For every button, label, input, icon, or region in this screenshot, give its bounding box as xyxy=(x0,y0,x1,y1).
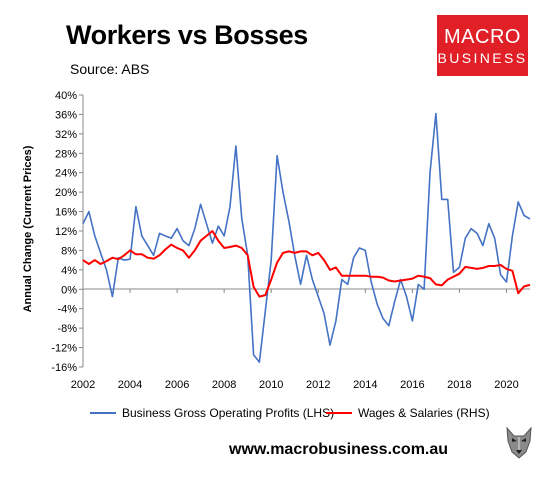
logo-line-2: BUSINESS xyxy=(437,50,528,66)
y-axis-ticks: -16% -12% -8% -4% 0% 4% 8% 12% 16% 20% 24% 28% 32% 36… xyxy=(51,90,83,374)
macrobusiness-logo: MACRO BUSINESS xyxy=(437,15,528,76)
y-tick-label: 36% xyxy=(55,109,77,121)
legend-swatch-profits xyxy=(90,412,116,414)
y-tick-label: 24% xyxy=(55,168,77,180)
logo-line-1: MACRO xyxy=(444,26,521,48)
chart-axes xyxy=(82,95,530,367)
wolf-head-icon xyxy=(506,426,532,459)
website-url: www.macrobusiness.com.au xyxy=(229,441,449,458)
y-tick-label: -8% xyxy=(57,323,77,335)
y-tick-label: 8% xyxy=(61,245,77,257)
legend-item-wages: Wages & Salaries (RHS) xyxy=(326,406,490,420)
x-tick-label: 2006 xyxy=(165,379,189,391)
series-line-profits xyxy=(82,112,531,363)
y-tick-label: 16% xyxy=(55,207,77,219)
line-chart: -16% -12% -8% -4% 0% 4% 8% 12% 16% 20% 24% 28% 32% 36… xyxy=(22,90,531,391)
x-tick-label: 2002 xyxy=(71,379,95,391)
y-tick-label: 12% xyxy=(55,226,77,238)
legend-label-wages: Wages & Salaries (RHS) xyxy=(358,406,490,420)
y-tick-label: 28% xyxy=(55,148,77,160)
legend-item-profits: Business Gross Operating Profits (LHS) xyxy=(90,406,334,420)
y-tick-label: 0% xyxy=(61,284,77,296)
x-axis-ticks: 2002 2004 2006 2008 2010 2012 2014 2016 2018 2020 xyxy=(71,289,519,391)
y-tick-label: 20% xyxy=(55,187,77,199)
x-tick-label: 2010 xyxy=(259,379,283,391)
chart-source: Source: ABS xyxy=(70,61,150,77)
y-tick-label: 32% xyxy=(55,129,77,141)
x-tick-label: 2018 xyxy=(447,379,471,391)
legend-label-profits: Business Gross Operating Profits (LHS) xyxy=(122,406,335,420)
x-tick-label: 2008 xyxy=(212,379,236,391)
y-tick-label: -4% xyxy=(57,304,77,316)
x-tick-label: 2016 xyxy=(400,379,424,391)
y-tick-label: -16% xyxy=(51,362,77,374)
y-tick-label: 4% xyxy=(61,265,77,277)
legend-swatch-wages xyxy=(326,412,352,414)
y-tick-label: 40% xyxy=(55,90,77,102)
x-tick-label: 2012 xyxy=(306,379,330,391)
x-tick-label: 2014 xyxy=(353,379,377,391)
y-axis-label: Annual Change (Current Prices) xyxy=(22,145,34,312)
chart-series xyxy=(82,112,531,363)
x-tick-label: 2004 xyxy=(118,379,142,391)
x-tick-label: 2020 xyxy=(494,379,518,391)
y-tick-label: -12% xyxy=(51,343,77,355)
chart-title: Workers vs Bosses xyxy=(66,20,308,50)
series-line-wages xyxy=(82,230,531,298)
